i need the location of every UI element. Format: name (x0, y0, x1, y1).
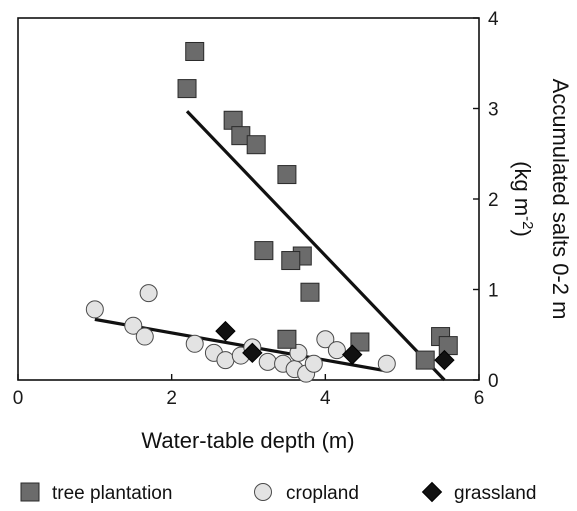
circle-point-14 (304, 354, 323, 373)
y-tick-label-0: 0 (488, 371, 499, 392)
diamond-point-2 (342, 344, 363, 365)
y-axis-title-group: Accumulated salts 0-2 m (kg m-2) (510, 79, 573, 320)
y-tick-label-1: 1 (488, 281, 499, 302)
square-point-0 (185, 41, 205, 61)
circle-point-15 (316, 330, 335, 349)
y-tick-label-3: 3 (488, 100, 499, 121)
plot-frame (17, 17, 480, 381)
y-tick-label-4: 4 (488, 9, 499, 30)
square-point-8 (281, 251, 301, 271)
x-tick-label-2: 4 (320, 388, 331, 409)
legend-marker-square (20, 482, 40, 502)
square-point-11 (350, 332, 370, 352)
circle-point-3 (135, 327, 154, 346)
square-point-5 (277, 165, 297, 185)
legend-label-circle: cropland (286, 483, 359, 504)
y-axis-unit-exponent: -2 (519, 216, 536, 229)
legend-marker-diamond (421, 481, 443, 503)
square-point-4 (246, 135, 266, 155)
square-point-14 (415, 350, 435, 370)
circle-point-6 (216, 351, 235, 370)
square-point-9 (300, 282, 320, 302)
square-point-1 (177, 79, 197, 99)
square-point-13 (438, 336, 458, 356)
legend-label-diamond: grassland (454, 483, 536, 504)
legend: tree plantation cropland grassland (20, 481, 536, 504)
diamond-point-1 (242, 342, 263, 364)
square-point-10 (277, 329, 297, 349)
square-point-6 (254, 241, 274, 261)
circle-point-1 (139, 284, 158, 303)
x-tick-label-0: 0 (13, 388, 24, 409)
y-tick-label-2: 2 (488, 190, 499, 211)
x-axis-title: Water-table depth (m) (141, 428, 354, 453)
x-tick-label-3: 6 (474, 388, 485, 409)
trend-line-square (185, 110, 446, 382)
x-tick-label-1: 2 (166, 388, 177, 409)
y-axis-title: Accumulated salts 0-2 m (548, 79, 573, 320)
circle-point-2 (124, 316, 143, 335)
legend-label-square: tree plantation (52, 483, 172, 504)
legend-marker-circle (254, 483, 272, 501)
circle-point-16 (327, 341, 346, 360)
diamond-point-0 (215, 320, 236, 342)
data-points (85, 41, 458, 383)
circle-point-4 (185, 334, 204, 353)
y-axis-unit-prefix: (kg m (510, 161, 535, 216)
circle-point-9 (258, 352, 277, 371)
diamond-point-3 (434, 349, 455, 371)
y-axis-unit: (kg m-2) (510, 161, 536, 237)
circle-point-0 (85, 300, 104, 319)
circle-point-17 (377, 354, 396, 373)
y-axis-unit-suffix: ) (510, 230, 535, 237)
